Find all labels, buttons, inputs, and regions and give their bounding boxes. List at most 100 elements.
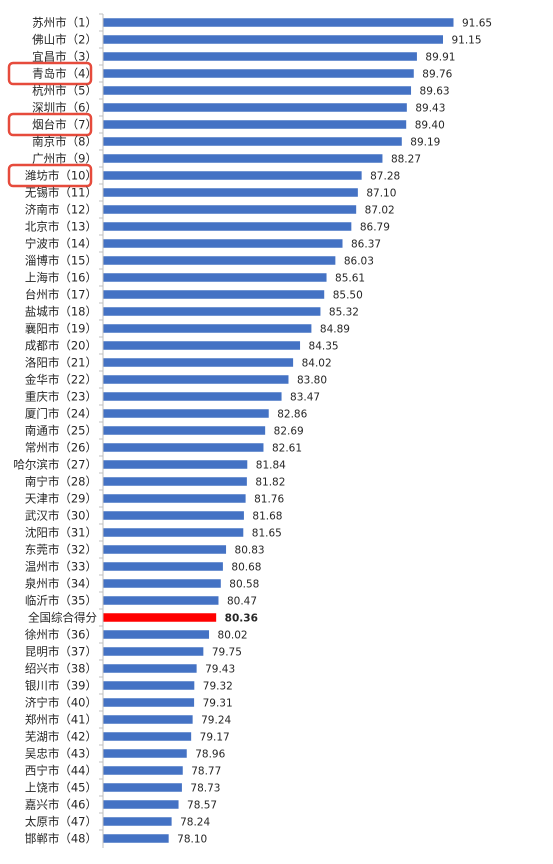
- value-label: 88.27: [391, 154, 421, 166]
- bar: [103, 732, 192, 741]
- value-label: 83.80: [297, 375, 327, 387]
- value-label: 79.32: [203, 681, 233, 693]
- value-label: 80.36: [225, 613, 258, 625]
- category-label: 南宁市（28）: [25, 475, 97, 489]
- value-label: 85.61: [335, 273, 365, 285]
- value-label: 78.73: [190, 783, 220, 795]
- category-label: 深圳市（6）: [32, 101, 97, 115]
- category-label: 佛山市（2）: [32, 33, 97, 47]
- category-label: 广州市（9）: [32, 152, 97, 166]
- category-label: 上海市（16）: [25, 271, 97, 285]
- category-label: 襄阳市（19）: [25, 322, 97, 336]
- bar: [103, 681, 195, 690]
- bar: [103, 630, 210, 639]
- bar: [103, 239, 343, 248]
- value-label: 81.82: [255, 477, 285, 489]
- bar: [103, 256, 336, 265]
- bar: [103, 562, 223, 571]
- value-label: 78.10: [177, 834, 207, 846]
- value-label: 89.91: [425, 52, 455, 64]
- bar: [103, 426, 266, 435]
- bar: [103, 392, 282, 401]
- bar: [103, 103, 407, 112]
- bar: [103, 120, 407, 129]
- value-label: 78.77: [191, 766, 221, 778]
- bar: [103, 273, 327, 282]
- bar: [103, 545, 227, 554]
- bar: [103, 358, 294, 367]
- value-label: 79.75: [212, 647, 242, 659]
- bar: [103, 290, 325, 299]
- highlight-box: [7, 163, 93, 188]
- bar: [103, 494, 246, 503]
- value-label: 80.83: [235, 545, 265, 557]
- category-label: 台州市（17）: [25, 288, 97, 302]
- value-label: 86.79: [360, 222, 390, 234]
- category-label: 东莞市（32）: [25, 543, 97, 557]
- bar: [103, 664, 197, 673]
- category-label: 嘉兴市（46）: [25, 798, 97, 812]
- category-label: 郑州市（41）: [25, 713, 97, 727]
- category-label: 重庆市（23）: [25, 390, 97, 404]
- category-label: 绍兴市（38）: [25, 662, 97, 676]
- bar: [103, 154, 383, 163]
- category-label: 淄博市（15）: [25, 254, 97, 268]
- category-label: 济南市（12）: [25, 203, 97, 217]
- value-label: 80.47: [227, 596, 257, 608]
- value-label: 82.61: [272, 443, 302, 455]
- value-label: 79.17: [200, 732, 230, 744]
- value-label: 79.24: [201, 715, 231, 727]
- category-label: 芜湖市（42）: [25, 730, 97, 744]
- bar: [103, 817, 172, 826]
- value-label: 81.65: [252, 528, 282, 540]
- bar: [103, 171, 362, 180]
- bar: [103, 800, 179, 809]
- bar: [103, 766, 183, 775]
- highlight-box: [7, 112, 93, 137]
- category-label: 温州市（33）: [25, 560, 97, 574]
- bar: [103, 375, 289, 384]
- bar: [103, 783, 182, 792]
- bar-national-score: [103, 613, 217, 622]
- value-label: 80.02: [218, 630, 248, 642]
- bar: [103, 528, 244, 537]
- category-label: 南通市（25）: [25, 424, 97, 438]
- bar: [103, 307, 321, 316]
- category-label: 银川市（39）: [25, 679, 97, 693]
- bar: [103, 834, 169, 843]
- category-label: 潍坊市（10）: [25, 169, 97, 183]
- category-label: 苏州市（1）: [32, 16, 97, 30]
- value-label: 84.89: [320, 324, 350, 336]
- value-label: 84.35: [309, 341, 339, 353]
- bar: [103, 749, 187, 758]
- value-label: 79.31: [203, 698, 233, 710]
- category-label: 烟台市（7）: [32, 118, 97, 132]
- value-label: 86.37: [351, 239, 381, 251]
- category-label: 沈阳市（31）: [25, 526, 97, 540]
- highlight-box: [7, 61, 93, 86]
- value-label: 91.15: [451, 35, 481, 47]
- category-label: 宜昌市（3）: [32, 50, 97, 64]
- value-label: 89.76: [422, 69, 452, 81]
- value-label: 82.86: [277, 409, 307, 421]
- value-label: 78.24: [180, 817, 210, 829]
- category-label: 西宁市（44）: [25, 764, 97, 778]
- value-label: 86.03: [344, 256, 374, 268]
- bar: [103, 35, 443, 44]
- category-label: 天津市（29）: [25, 492, 97, 506]
- category-label: 吴忠市（43）: [25, 747, 97, 761]
- category-label: 临沂市（35）: [25, 594, 97, 608]
- value-label: 81.84: [256, 460, 286, 472]
- bar: [103, 409, 269, 418]
- category-label: 青岛市（4）: [32, 67, 97, 81]
- value-label: 79.43: [205, 664, 235, 676]
- category-label: 武汉市（30）: [25, 509, 97, 523]
- category-label: 金华市（22）: [25, 373, 97, 387]
- bar: [103, 137, 402, 146]
- bar: [103, 324, 312, 333]
- value-label: 89.19: [410, 137, 440, 149]
- category-label: 厦门市（24）: [25, 407, 97, 421]
- bar: [103, 18, 454, 27]
- bar: [103, 205, 357, 214]
